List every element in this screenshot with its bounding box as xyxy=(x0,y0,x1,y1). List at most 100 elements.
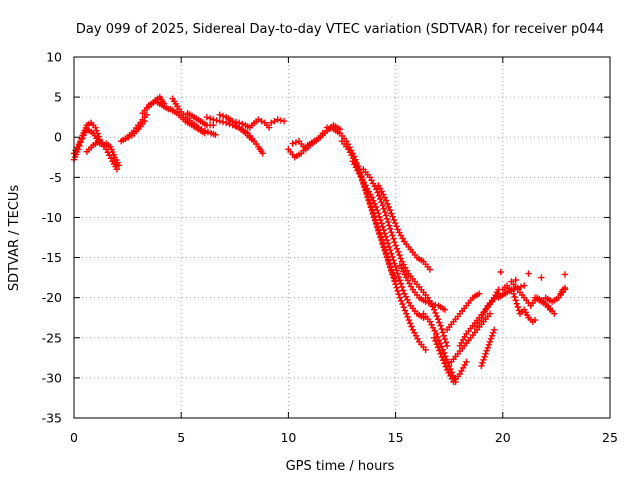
data-point xyxy=(538,274,545,281)
data-point xyxy=(223,119,230,126)
data-point xyxy=(511,293,518,301)
plot-frame xyxy=(73,56,611,419)
data-point xyxy=(380,205,387,212)
data-point xyxy=(210,116,217,123)
data-point xyxy=(397,255,404,262)
y-tick-label: 10 xyxy=(46,50,62,65)
y-tick-label: -30 xyxy=(42,370,62,385)
y-tick-label: -10 xyxy=(42,210,62,225)
data-point xyxy=(386,222,393,229)
series-arc-3 xyxy=(83,138,121,173)
data-point xyxy=(401,307,409,314)
series-arc-16 xyxy=(250,138,266,157)
data-point xyxy=(438,343,445,350)
data-point xyxy=(510,290,517,297)
data-point xyxy=(379,241,386,248)
data-point xyxy=(143,111,151,118)
series-arc-24 xyxy=(375,182,434,273)
data-point xyxy=(381,208,389,216)
data-point xyxy=(439,329,446,336)
data-point xyxy=(399,300,406,308)
data-point xyxy=(443,356,450,363)
data-point xyxy=(206,115,214,122)
data-point xyxy=(219,118,227,126)
series-arc-32 xyxy=(478,326,498,370)
data-point xyxy=(380,244,387,251)
y-tick-label: -15 xyxy=(42,250,62,265)
data-point xyxy=(433,330,440,337)
data-point xyxy=(115,162,123,169)
data-point xyxy=(436,347,443,354)
data-point xyxy=(370,197,377,204)
data-point xyxy=(160,100,168,107)
data-point xyxy=(483,347,490,354)
data-point xyxy=(395,291,402,298)
data-point xyxy=(388,250,395,257)
data-point xyxy=(433,312,440,320)
data-point xyxy=(377,216,384,224)
data-point xyxy=(396,251,403,259)
data-point xyxy=(426,266,434,273)
series-arc-26 xyxy=(420,310,459,386)
y-tick-label: -25 xyxy=(42,330,62,345)
data-point xyxy=(373,186,380,193)
data-point xyxy=(382,212,390,219)
data-point xyxy=(386,243,393,251)
data-point xyxy=(387,264,394,271)
x-tick-label: 5 xyxy=(177,430,185,445)
data-point xyxy=(399,287,407,294)
data-point xyxy=(476,290,483,297)
data-point xyxy=(391,277,398,285)
data-point xyxy=(374,207,381,214)
data-point xyxy=(484,344,491,351)
data-point xyxy=(389,213,396,220)
data-point xyxy=(481,353,488,360)
data-point xyxy=(386,207,394,214)
series-arc-15 xyxy=(248,116,273,131)
x-tick-label: 10 xyxy=(280,430,296,445)
data-point xyxy=(392,242,399,249)
data-point xyxy=(216,118,223,125)
data-point xyxy=(434,316,442,323)
data-point xyxy=(487,335,495,342)
data-point xyxy=(437,350,444,357)
series-arc-6 xyxy=(122,118,148,142)
data-point xyxy=(369,210,377,218)
data-point xyxy=(436,319,443,326)
data-point xyxy=(382,233,390,240)
data-point xyxy=(384,218,392,226)
data-point xyxy=(219,112,227,120)
data-point xyxy=(398,283,406,291)
data-point xyxy=(376,231,383,238)
y-tick-label: 0 xyxy=(54,130,62,145)
data-point xyxy=(408,323,415,330)
data-point xyxy=(113,166,121,173)
data-point xyxy=(404,313,411,321)
series-arc-38 xyxy=(557,284,569,297)
data-point xyxy=(274,116,281,123)
data-point xyxy=(431,334,438,341)
series-arc-10 xyxy=(169,95,219,138)
data-point xyxy=(446,362,453,370)
data-point xyxy=(292,139,300,146)
data-point xyxy=(373,220,380,228)
data-point xyxy=(422,346,429,353)
series-arc-36 xyxy=(531,294,558,317)
data-point xyxy=(438,325,445,333)
data-point xyxy=(551,310,558,317)
data-point xyxy=(277,117,285,124)
data-point xyxy=(513,300,520,307)
data-point xyxy=(390,257,397,264)
data-point xyxy=(203,114,211,121)
data-point xyxy=(381,194,389,201)
data-point xyxy=(226,120,233,128)
series-arc-4 xyxy=(103,140,123,169)
data-point xyxy=(512,297,519,304)
series-isolated xyxy=(497,268,569,324)
data-point xyxy=(393,245,401,252)
data-point xyxy=(443,342,451,349)
data-point xyxy=(490,329,497,336)
series-arc-25 xyxy=(396,262,449,313)
series-arc-21 xyxy=(338,138,429,353)
